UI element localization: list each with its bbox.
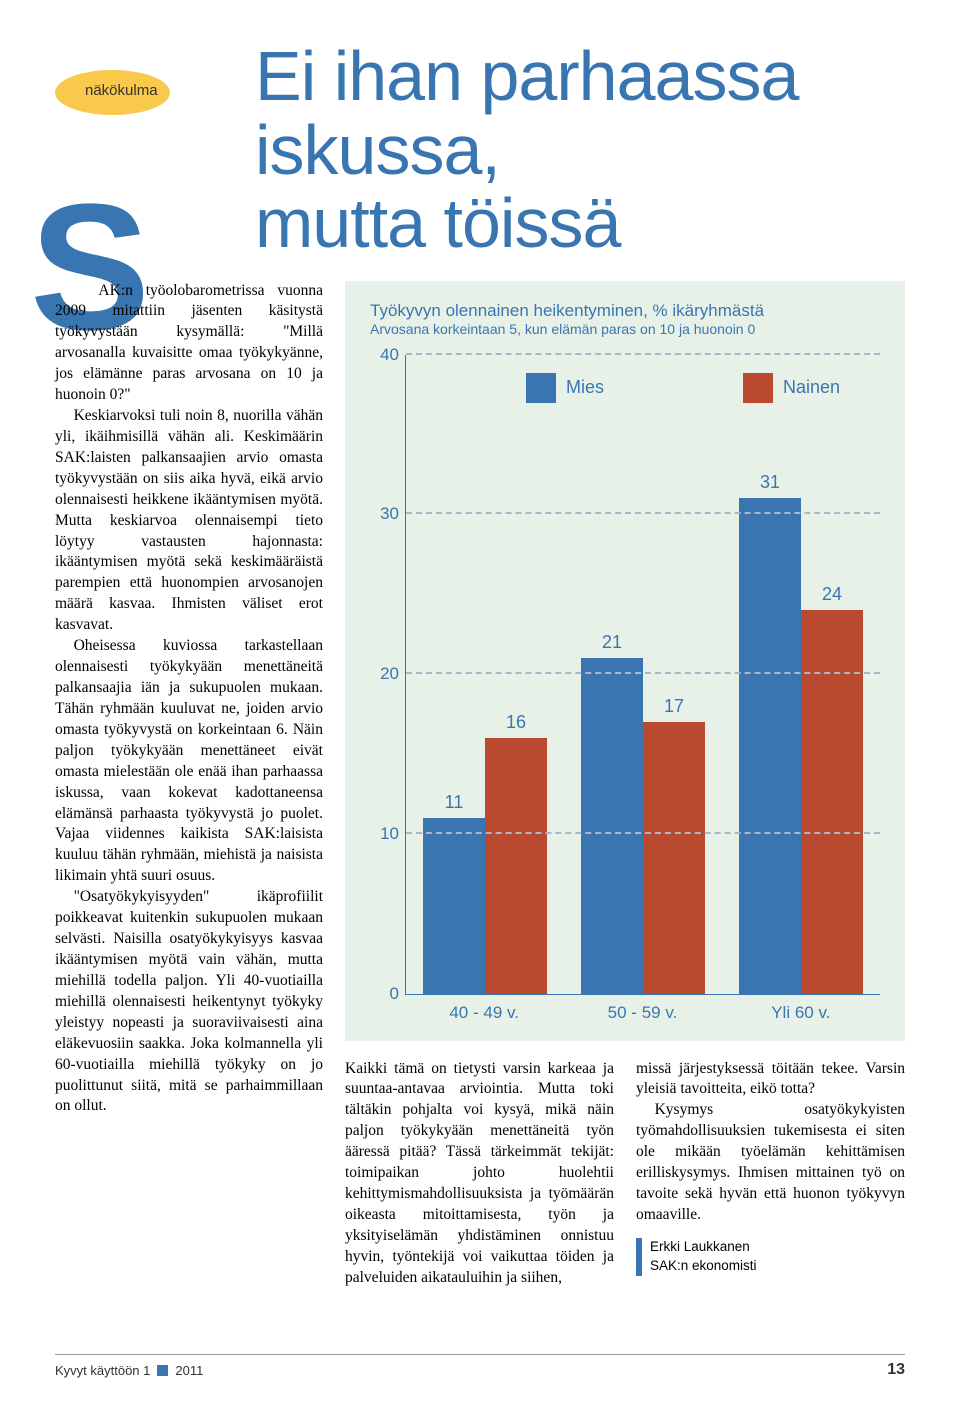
bar-nainen: 24 bbox=[801, 610, 863, 993]
bar-mies: 31 bbox=[739, 498, 801, 993]
chart: Työkyvyn olennainen heikentyminen, % ikä… bbox=[345, 281, 905, 1041]
bar-group: 1116 bbox=[406, 355, 564, 994]
page-footer: Kyvyt käyttöön 1 2011 13 bbox=[55, 1354, 905, 1379]
bar-value-label: 11 bbox=[423, 792, 485, 813]
chart-subtitle: Arvosana korkeintaan 5, kun elämän paras… bbox=[370, 321, 880, 337]
bar-value-label: 21 bbox=[581, 632, 643, 653]
x-axis: 40 - 49 v.50 - 59 v.Yli 60 v. bbox=[405, 1003, 880, 1023]
x-axis-label: 50 - 59 v. bbox=[563, 1003, 721, 1023]
article-body-bottom-left: Kaikki tämä on tietysti varsin karkeaa j… bbox=[345, 1059, 614, 1289]
y-axis: 403020100 bbox=[370, 355, 405, 995]
bar-mies: 11 bbox=[423, 818, 485, 994]
section-badge: näkökulma bbox=[55, 70, 170, 115]
bar-value-label: 31 bbox=[739, 472, 801, 493]
x-axis-label: Yli 60 v. bbox=[722, 1003, 880, 1023]
author-role: SAK:n ekonomisti bbox=[650, 1257, 905, 1276]
bar-nainen: 17 bbox=[643, 722, 705, 994]
bar-mies: 21 bbox=[581, 658, 643, 993]
article-title: Ei ihan parhaassa iskussa,mutta töissä bbox=[255, 40, 905, 261]
chart-title: Työkyvyn olennainen heikentyminen, % ikä… bbox=[370, 301, 880, 321]
bar-group: 3124 bbox=[722, 355, 880, 994]
bar-group: 2117 bbox=[564, 355, 722, 994]
article-body-left: AK:n työolobarometrissa vuonna 2009 mita… bbox=[55, 281, 323, 1118]
footer-page-number: 13 bbox=[887, 1361, 905, 1379]
bar-value-label: 16 bbox=[485, 712, 547, 733]
footer-publication: Kyvyt käyttöön 1 bbox=[55, 1363, 150, 1378]
bar-value-label: 17 bbox=[643, 696, 705, 717]
footer-year: 2011 bbox=[175, 1363, 203, 1378]
author-block: Erkki LaukkanenSAK:n ekonomisti bbox=[636, 1238, 905, 1276]
plot-area: 111621173124 MiesNainen bbox=[405, 355, 880, 995]
chart-legend: MiesNainen bbox=[526, 373, 840, 403]
footer-square-icon bbox=[157, 1365, 168, 1376]
author-name: Erkki Laukkanen bbox=[650, 1238, 905, 1257]
badge-label: näkökulma bbox=[85, 82, 158, 99]
bar-value-label: 24 bbox=[801, 584, 863, 605]
article-body-bottom-right: missä järjestyksessä töitään tekee. Vars… bbox=[636, 1059, 905, 1289]
x-axis-label: 40 - 49 v. bbox=[405, 1003, 563, 1023]
bar-nainen: 16 bbox=[485, 738, 547, 994]
